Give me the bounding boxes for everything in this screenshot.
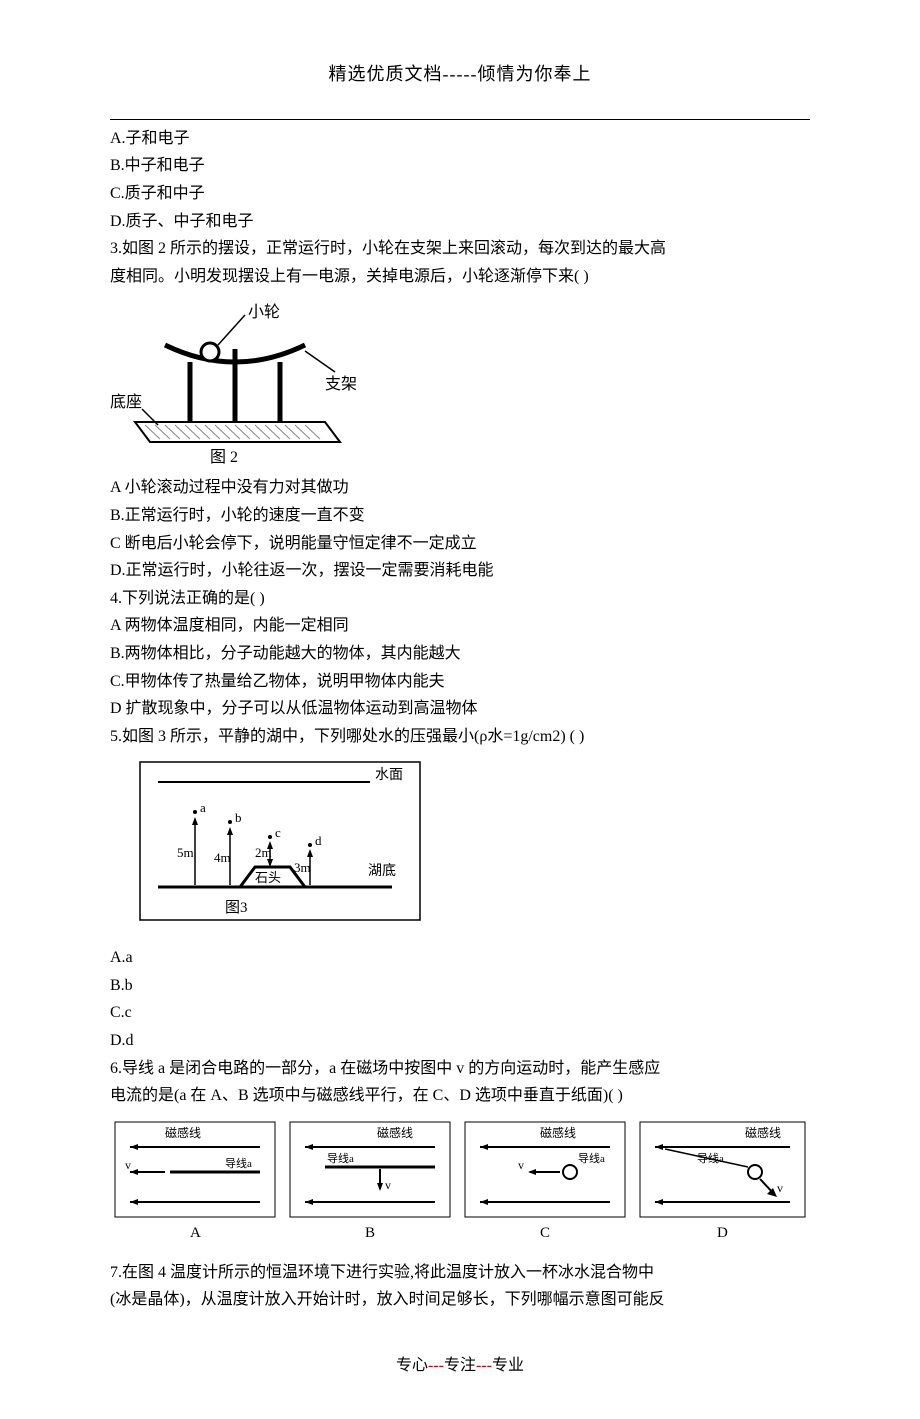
- q6-stem-1: 6.导线 a 是闭合电路的一部分，a 在磁场中按图中 v 的方向运动时，能产生感…: [110, 1056, 810, 1082]
- q3-option-b: B.正常运行时，小轮的速度一直不变: [110, 503, 810, 529]
- svg-text:导线a: 导线a: [327, 1151, 354, 1165]
- q2-option-d: D.质子、中子和电子: [110, 209, 810, 235]
- q3-stem-1: 3.如图 2 所示的摆设，正常运行时，小轮在支架上来回滚动，每次到达的最大高: [110, 236, 810, 262]
- footer-p2: ---: [428, 1357, 444, 1374]
- svg-text:导线a: 导线a: [578, 1151, 605, 1165]
- svg-text:B: B: [365, 1225, 375, 1241]
- q4-stem: 4.下列说法正确的是( ): [110, 586, 810, 612]
- q3-stem-2: 度相同。小明发现摆设上有一电源，关掉电源后，小轮逐渐停下来( ): [110, 264, 810, 290]
- q3-option-d: D.正常运行时，小轮往返一次，摆设一定需要消耗电能: [110, 558, 810, 584]
- svg-text:v: v: [385, 1178, 391, 1192]
- fig2-caption: 图 2: [210, 449, 238, 466]
- fig3-stone: 石头: [255, 870, 281, 885]
- page-header: 精选优质文档-----倾情为你奉上: [110, 60, 810, 89]
- footer-p1: 专心: [396, 1357, 428, 1374]
- fig3-lakebed: 湖底: [368, 863, 396, 879]
- figure-q6: 磁感线 导线a v A 磁感线 导线a v B 磁感线 导线a: [110, 1117, 810, 1252]
- svg-text:v: v: [125, 1158, 131, 1172]
- fig3-pt-c: c: [275, 825, 281, 840]
- q5-option-c: C.c: [110, 1000, 810, 1026]
- svg-text:v: v: [777, 1181, 783, 1195]
- svg-text:D: D: [717, 1225, 728, 1241]
- footer-p5: 专业: [492, 1357, 524, 1374]
- fig3-h-b: 4m: [214, 850, 231, 865]
- fig3-h-d: 3m: [294, 860, 311, 875]
- fig3-pt-d: d: [315, 833, 322, 848]
- q2-option-b: B.中子和电子: [110, 153, 810, 179]
- figure-2: 小轮 支架 底座 图 2: [110, 297, 810, 467]
- svg-text:v: v: [518, 1158, 524, 1172]
- q6-stem-2: 电流的是(a 在 A、B 选项中与磁感线平行，在 C、D 选项中垂直于纸面)( …: [110, 1083, 810, 1109]
- svg-text:C: C: [540, 1225, 550, 1241]
- q4-option-c: C.甲物体传了热量给乙物体，说明甲物体内能夫: [110, 669, 810, 695]
- q5-option-a: A.a: [110, 945, 810, 971]
- svg-text:导线a: 导线a: [697, 1151, 724, 1165]
- q5-option-b: B.b: [110, 973, 810, 999]
- svg-text:磁感线: 磁感线: [165, 1125, 201, 1140]
- q4-option-d: D 扩散现象中，分子可以从低温物体运动到高温物体: [110, 696, 810, 722]
- fig3-pt-b: b: [235, 810, 242, 825]
- fig3-h-c: 2m: [255, 845, 272, 860]
- q5-option-d: D.d: [110, 1028, 810, 1054]
- fig2-label-base: 底座: [110, 393, 142, 411]
- fig3-h-a: 5m: [177, 845, 194, 860]
- q7-stem-2: (冰是晶体)，从温度计放入开始计时，放入时间足够长，下列哪幅示意图可能反: [110, 1287, 810, 1313]
- fig2-label-stand: 支架: [325, 375, 357, 393]
- q2-option-c: C.质子和中子: [110, 181, 810, 207]
- q3-option-a: A 小轮滚动过程中没有力对其做功: [110, 475, 810, 501]
- figure-3: 水面 a 5m b 4m c 2m d 3m 石头 湖底 图3: [110, 757, 810, 937]
- q5-stem: 5.如图 3 所示，平静的湖中，下列哪处水的压强最小(ρ水=1g/cm2) ( …: [110, 724, 810, 750]
- q2-option-a: A.子和电子: [110, 126, 810, 152]
- fig3-surface: 水面: [375, 767, 403, 783]
- fig3-pt-a: a: [200, 800, 206, 815]
- svg-text:磁感线: 磁感线: [377, 1125, 413, 1140]
- footer-p3: 专注: [444, 1357, 476, 1374]
- q4-option-b: B.两物体相比，分子动能越大的物体，其内能越大: [110, 641, 810, 667]
- svg-text:磁感线: 磁感线: [745, 1125, 781, 1140]
- page-footer: 专心---专注---专业: [110, 1353, 810, 1379]
- fig2-label-wheel: 小轮: [248, 303, 280, 321]
- svg-text:A: A: [190, 1225, 201, 1241]
- header-divider: [110, 119, 810, 120]
- fig3-caption: 图3: [225, 899, 248, 916]
- footer-p4: ---: [476, 1357, 492, 1374]
- q3-option-c: C 断电后小轮会停下，说明能量守恒定律不一定成立: [110, 531, 810, 557]
- q4-option-a: A 两物体温度相同，内能一定相同: [110, 613, 810, 639]
- q7-stem-1: 7.在图 4 温度计所示的恒温环境下进行实验,将此温度计放入一杯冰水混合物中: [110, 1260, 810, 1286]
- svg-text:导线a: 导线a: [225, 1156, 252, 1170]
- svg-text:磁感线: 磁感线: [540, 1125, 576, 1140]
